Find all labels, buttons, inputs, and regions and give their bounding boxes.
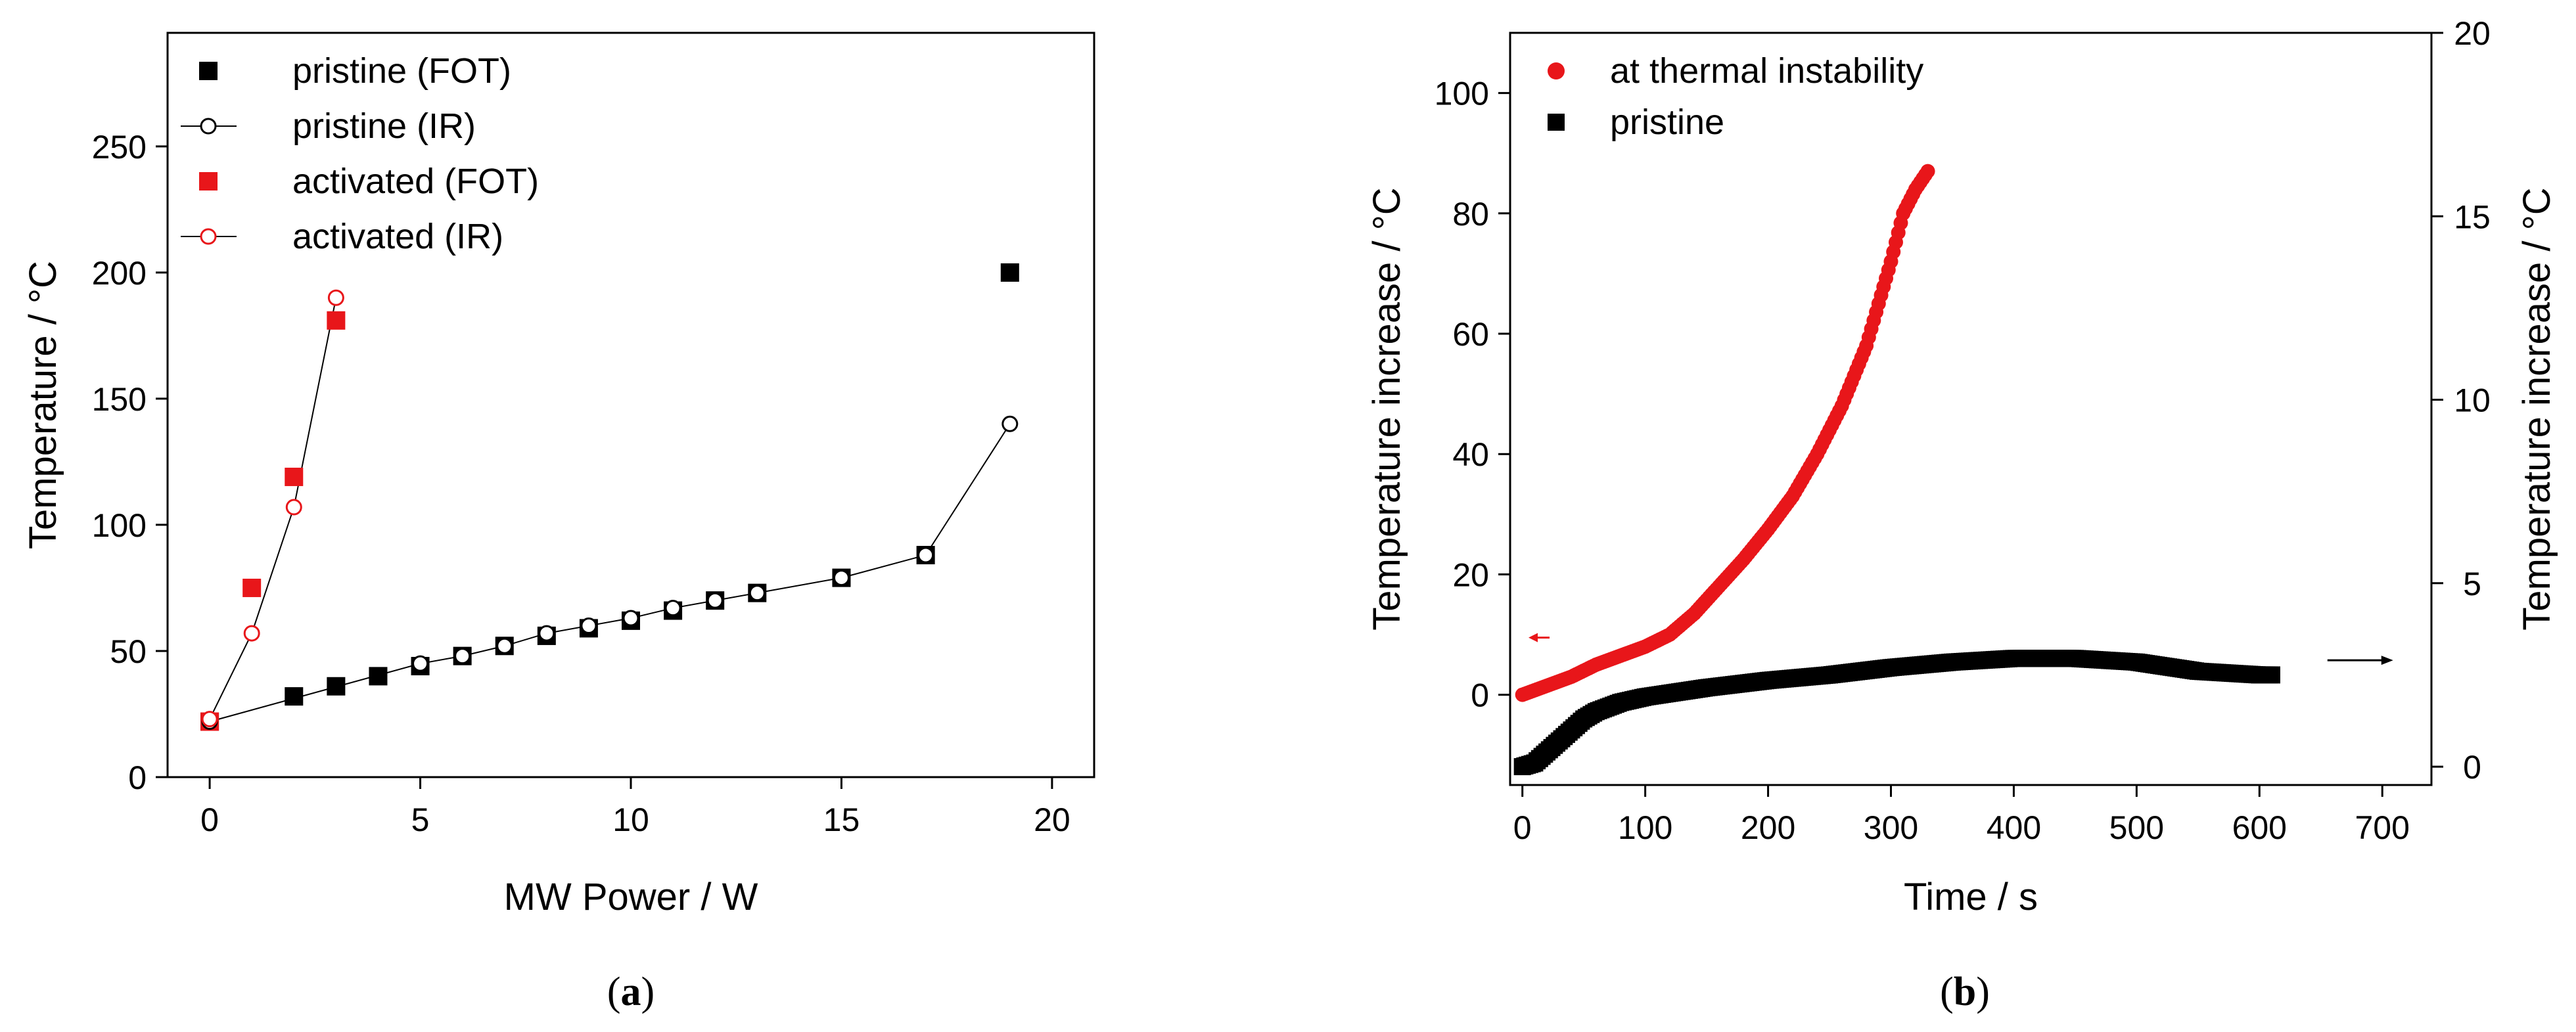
y-left-tick-label: 80 (1452, 196, 1489, 233)
x-tick-label: 500 (2109, 809, 2164, 846)
data-point (327, 311, 346, 330)
x-tick-label: 0 (1513, 809, 1532, 846)
caption-b: (b) (1940, 970, 1990, 1014)
x-tick-label: 15 (823, 801, 860, 838)
data-point (412, 655, 429, 672)
data-point (1001, 415, 1019, 432)
y-right-tick-label: 5 (2463, 566, 2481, 602)
legend-label: pristine (1610, 102, 1724, 142)
data-point (327, 289, 344, 306)
y-left-tick-label: 100 (1435, 76, 1489, 112)
y-left-axis-label: Temperature increase / °C (1366, 187, 1408, 630)
data-point (2263, 666, 2280, 684)
y-left-tick-label: 60 (1452, 316, 1489, 353)
series-at-thermal-instability (1515, 164, 1935, 702)
y-tick-label: 250 (92, 129, 147, 166)
x-axis-label: MW Power / W (504, 876, 758, 918)
legend-label: pristine (IR) (292, 106, 476, 146)
y-right-tick-label: 15 (2454, 198, 2491, 235)
y-right-tick-label: 20 (2454, 15, 2491, 52)
y-right-axis-label: Temperature increase / °C (2516, 187, 2558, 630)
y-right-tick-label: 10 (2454, 382, 2491, 419)
x-tick-label: 10 (612, 801, 649, 838)
legend-marker (200, 118, 217, 135)
y-left-tick-label: 20 (1452, 556, 1489, 593)
plot-frame (1509, 32, 2433, 786)
data-point (917, 547, 934, 564)
x-tick-label: 200 (1741, 809, 1795, 846)
series-pristine (1513, 650, 2280, 776)
legend-marker (199, 172, 218, 191)
caption-a: (a) (607, 970, 655, 1014)
data-point (243, 625, 260, 642)
legend-marker (199, 62, 218, 80)
data-point (454, 648, 471, 665)
data-point (285, 499, 302, 516)
x-tick-label: 5 (411, 801, 430, 838)
x-tick-label: 0 (200, 801, 219, 838)
x-tick-label: 700 (2355, 809, 2410, 846)
y-axis-label: Temperature / °C (22, 261, 64, 549)
y-tick-label: 50 (110, 633, 147, 670)
y-tick-label: 200 (92, 255, 147, 292)
data-point (1000, 263, 1019, 282)
data-point (1920, 164, 1935, 179)
data-point (242, 578, 262, 597)
legend-label: activated (IR) (292, 217, 503, 256)
legend-label: pristine (FOT) (292, 51, 511, 91)
panel-b: 0 100 200 300 400 500 600 700 0 20 40 60 80 100 0 5 10 15… (1366, 15, 2558, 918)
x-tick-label: 300 (1864, 809, 1918, 846)
data-point (706, 592, 724, 609)
y-left-tick-label: 40 (1452, 436, 1489, 473)
y-right-tick-label: 0 (2463, 749, 2481, 786)
data-point (748, 585, 766, 602)
legend-label: activated (FOT) (292, 162, 539, 201)
data-point (285, 467, 304, 486)
data-point (833, 570, 850, 587)
y-left-tick-label: 0 (1471, 677, 1489, 714)
y-tick-label: 150 (92, 381, 147, 418)
x-tick-label: 100 (1618, 809, 1672, 846)
data-point (285, 687, 304, 706)
x-tick-label: 400 (1987, 809, 2041, 846)
data-point (538, 625, 555, 642)
data-point (664, 600, 681, 617)
y-tick-label: 0 (128, 759, 147, 796)
legend-label: at thermal instability (1610, 51, 1923, 91)
data-point (369, 667, 388, 686)
data-point (580, 617, 597, 635)
data-point (201, 711, 218, 728)
data-point (622, 610, 639, 627)
y-tick-label: 100 (92, 507, 147, 544)
series-line (209, 423, 1011, 723)
data-point (496, 637, 513, 654)
series-line (209, 298, 337, 720)
arrow-right-head (2381, 656, 2393, 665)
legend-marker (1548, 62, 1565, 79)
x-axis-label: Time / s (1904, 876, 2038, 918)
arrow-left-head (1529, 633, 1538, 642)
data-point (327, 677, 346, 696)
x-tick-label: 600 (2232, 809, 2287, 846)
legend-marker (200, 228, 217, 245)
x-tick-label: 20 (1034, 801, 1070, 838)
legend-marker (1548, 114, 1565, 131)
